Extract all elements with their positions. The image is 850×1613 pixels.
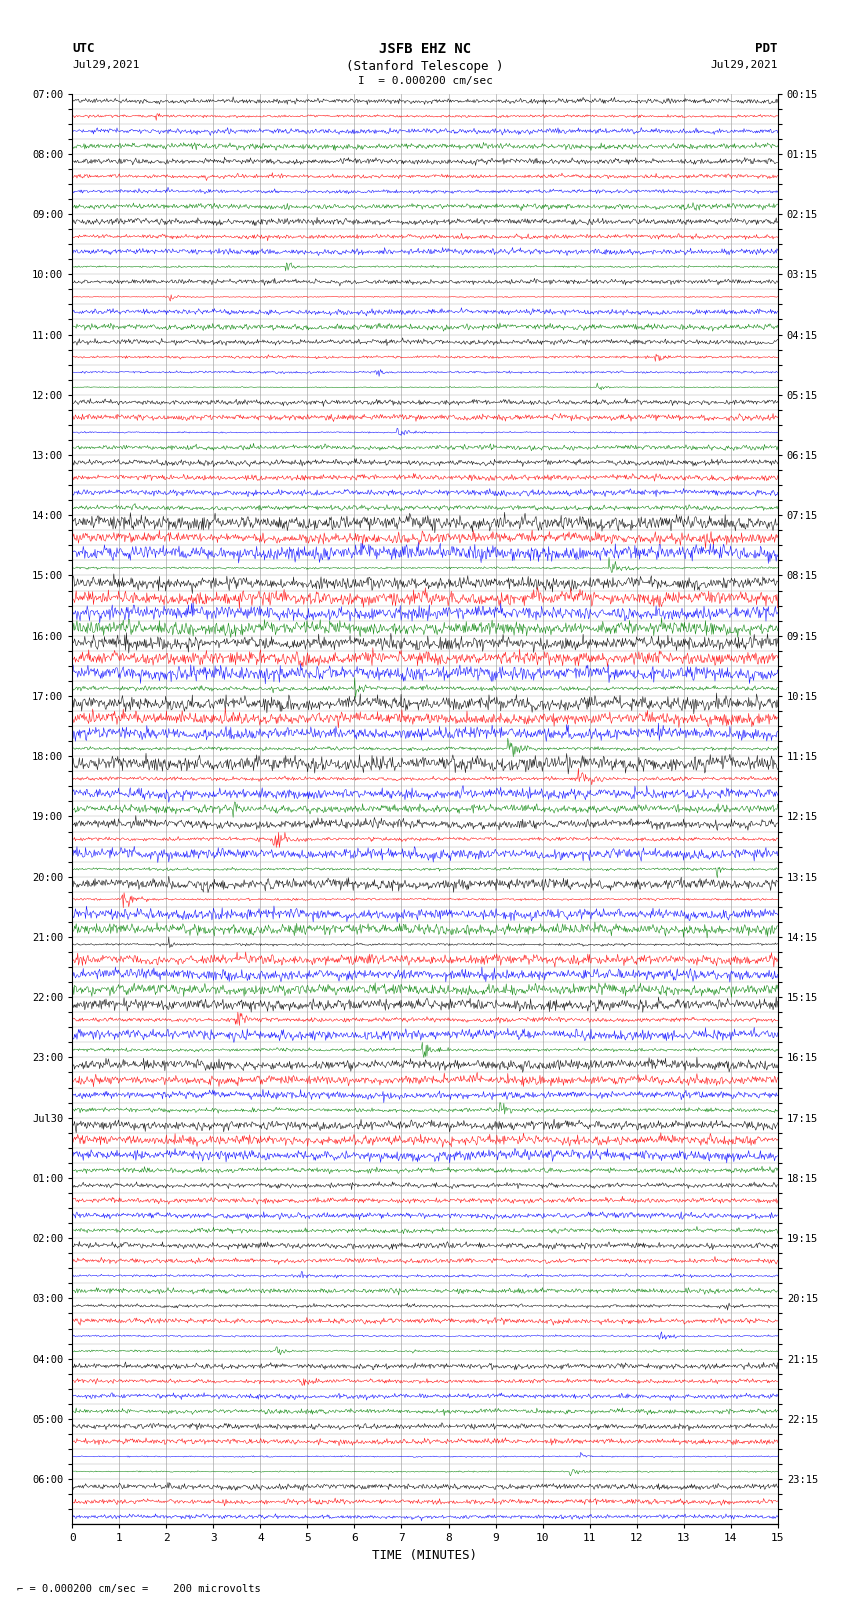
Text: Jul29,2021: Jul29,2021	[711, 60, 778, 69]
X-axis label: TIME (MINUTES): TIME (MINUTES)	[372, 1548, 478, 1561]
Text: ⌐ = 0.000200 cm/sec =    200 microvolts: ⌐ = 0.000200 cm/sec = 200 microvolts	[17, 1584, 261, 1594]
Text: I  = 0.000200 cm/sec: I = 0.000200 cm/sec	[358, 76, 492, 85]
Text: UTC: UTC	[72, 42, 94, 55]
Text: Jul29,2021: Jul29,2021	[72, 60, 139, 69]
Text: JSFB EHZ NC: JSFB EHZ NC	[379, 42, 471, 56]
Text: (Stanford Telescope ): (Stanford Telescope )	[346, 60, 504, 73]
Text: PDT: PDT	[756, 42, 778, 55]
